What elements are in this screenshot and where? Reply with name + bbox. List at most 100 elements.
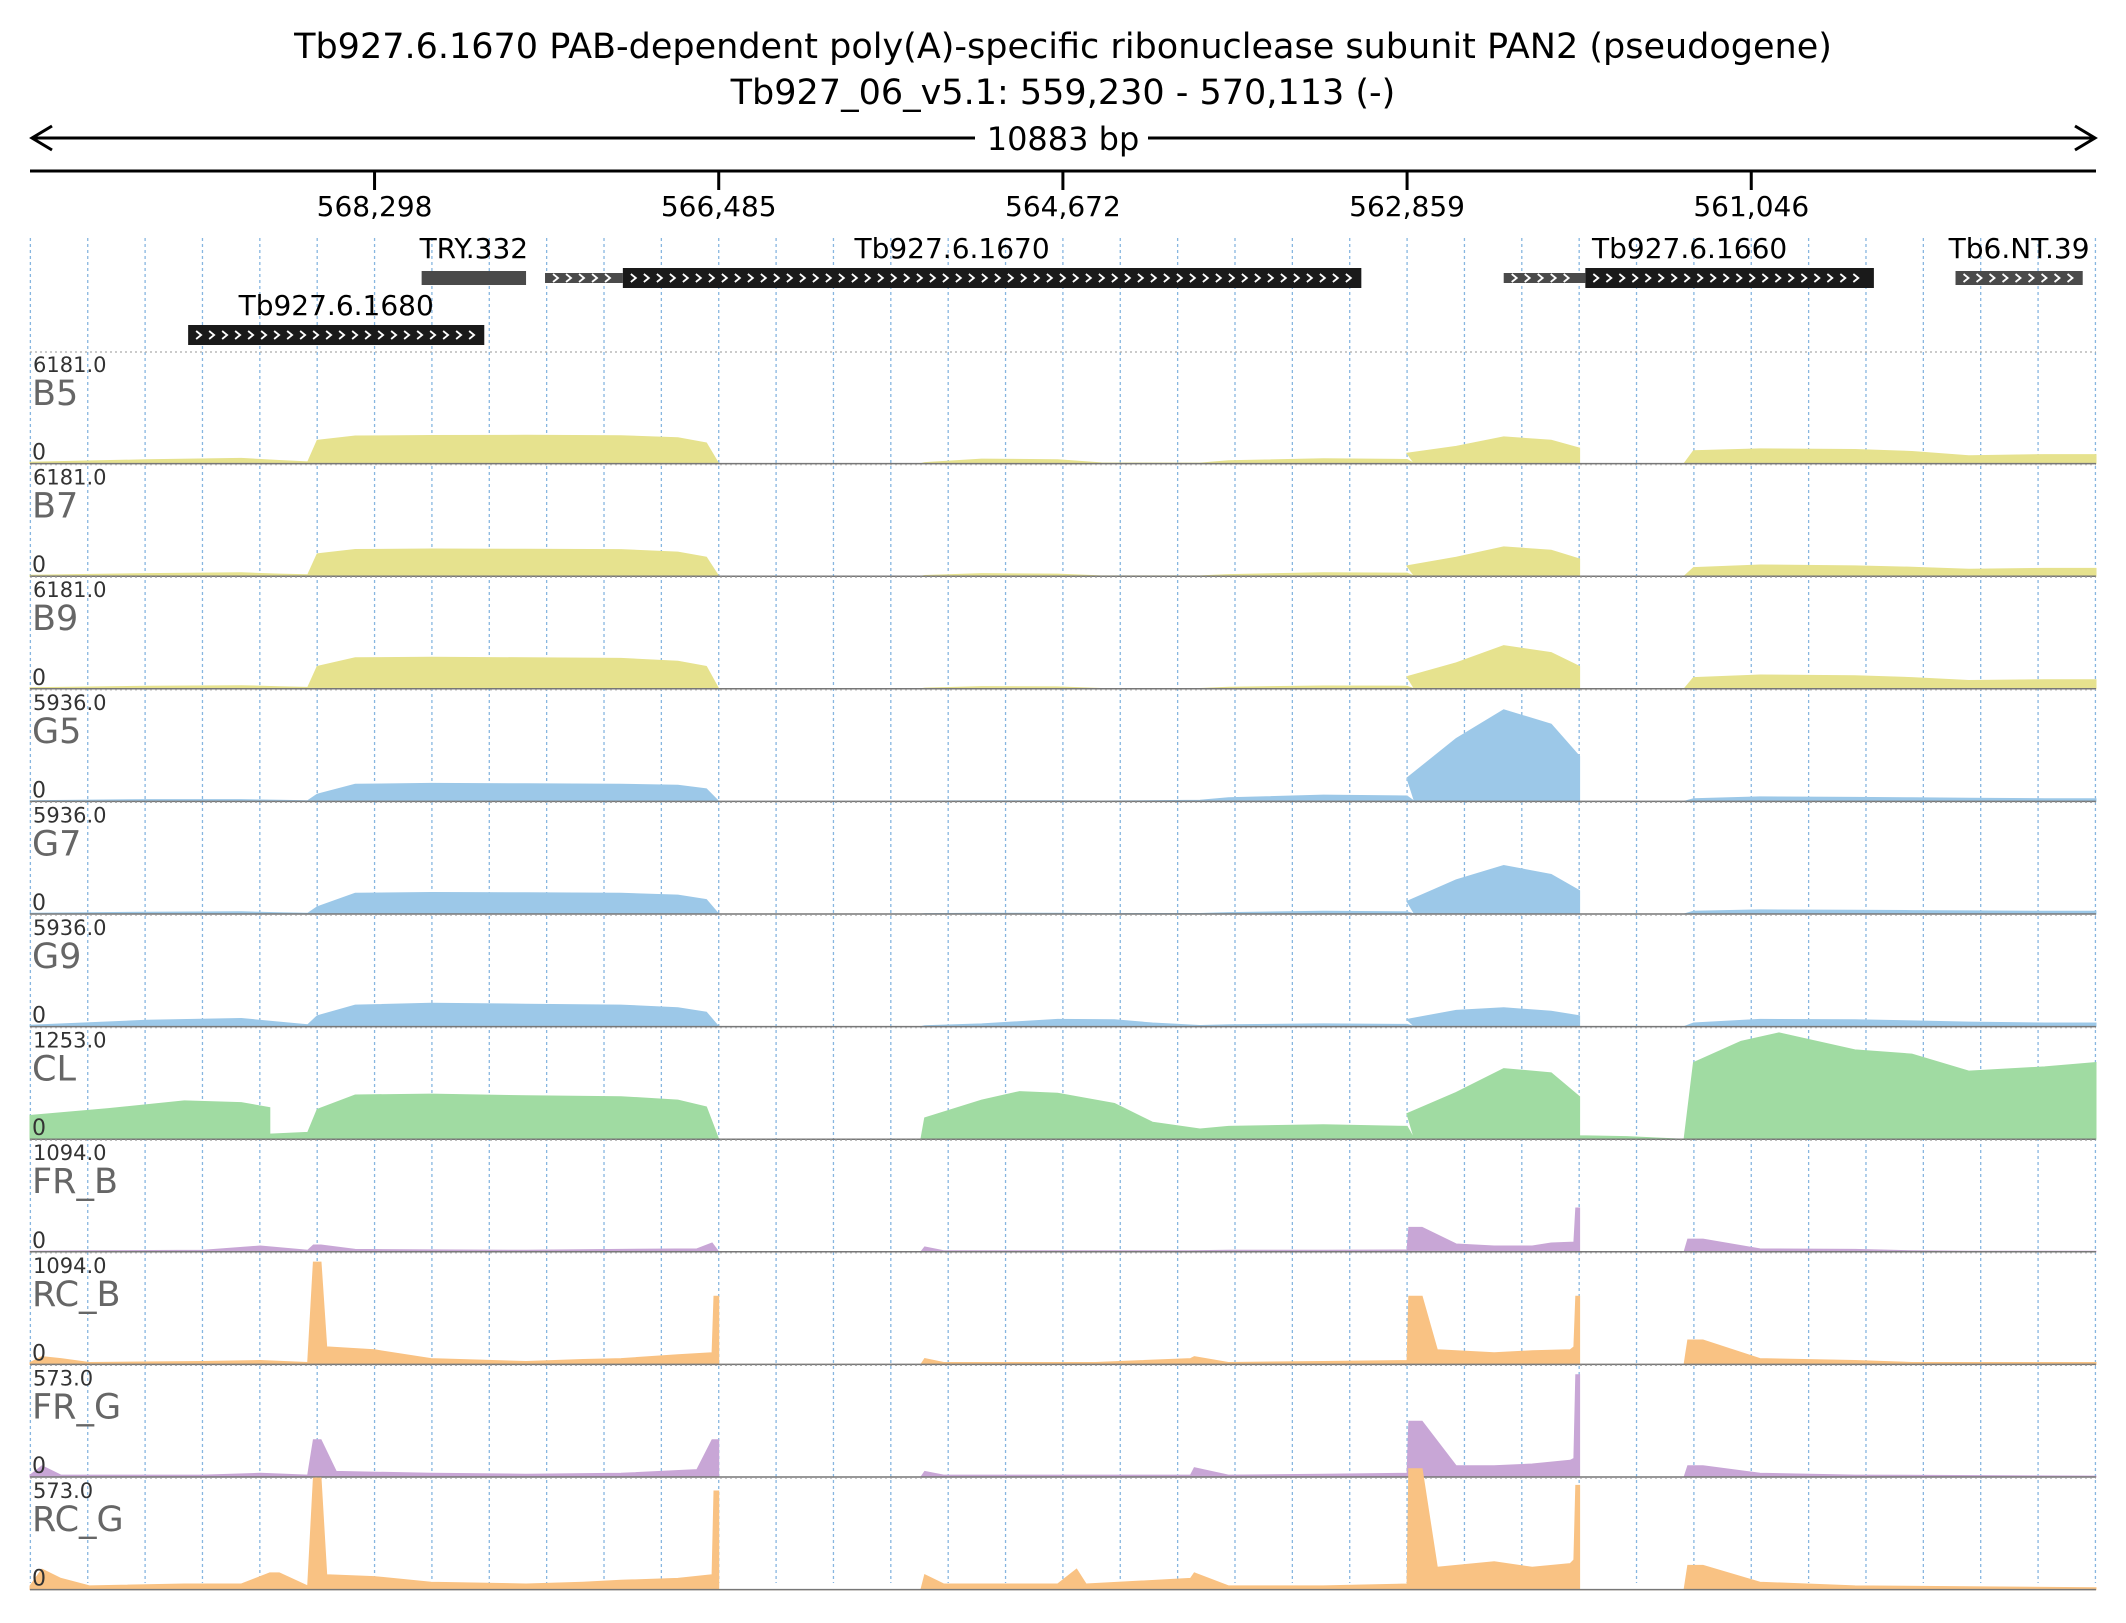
axis-tick-label: 562,859 (1349, 190, 1465, 223)
track-name: FR_G (32, 1387, 121, 1427)
strand-arrow-icon (1293, 273, 1301, 283)
strand-arrow-icon (1007, 273, 1015, 283)
strand-arrow-icon (1202, 273, 1210, 283)
strand-arrow-icon (1215, 273, 1223, 283)
track-zero-label: 0 (32, 553, 46, 578)
strand-arrow-icon (1163, 273, 1171, 283)
gene-annotation-track: TRY.332 Tb927.6.1670 Tb927.6.1660 Tb6.NT.39… (188, 232, 2090, 345)
track-name: RC_B (32, 1275, 121, 1315)
track-max-label: 573.0 (33, 1479, 93, 1503)
track-rc-g: 573.0RC_G 0 (29, 1468, 2097, 1592)
track-max-label: 6181.0 (33, 578, 106, 602)
strand-arrow-icon (1098, 273, 1106, 283)
strand-arrow-icon (234, 330, 242, 340)
strand-arrow-icon (1735, 273, 1743, 283)
strand-arrow-icon (643, 273, 651, 283)
strand-arrow-icon (429, 330, 437, 340)
strand-arrow-icon (1020, 273, 1028, 283)
track-max-label: 1094.0 (33, 1141, 106, 1165)
track-b9: 6181.0B9 0 (29, 576, 2097, 691)
strand-arrow-icon (1111, 273, 1119, 283)
strand-arrow-icon (955, 273, 963, 283)
track-b5: 6181.0B5 0 (29, 351, 2097, 466)
strand-arrow-icon (994, 273, 1002, 283)
track-zero-label: 0 (32, 1004, 46, 1029)
track-g7: 5936.0G7 0 (29, 801, 2097, 916)
figure-title: Tb927.6.1670 PAB-dependent poly(A)-speci… (293, 27, 1832, 67)
strand-arrow-icon (1033, 273, 1041, 283)
strand-arrow-icon (604, 273, 612, 283)
strand-arrow-icon (1319, 273, 1327, 283)
strand-arrow-icon (1189, 273, 1197, 283)
strand-arrow-icon (1511, 273, 1519, 283)
strand-arrow-icon (1988, 273, 1996, 283)
gene-body (622, 268, 1362, 288)
strand-arrow-icon (273, 330, 281, 340)
strand-arrow-icon (351, 330, 359, 340)
coverage-area (29, 864, 2097, 915)
span-arrow-left-icon (29, 124, 53, 152)
strand-arrow-icon (1631, 273, 1639, 283)
strand-arrow-icon (1644, 273, 1652, 283)
strand-arrow-icon (747, 273, 755, 283)
coverage-area (29, 1002, 2097, 1028)
track-zero-label: 0 (32, 1341, 46, 1366)
strand-arrow-icon (799, 273, 807, 283)
track-zero-label: 0 (32, 1454, 46, 1479)
strand-arrow-icon (1774, 273, 1782, 283)
strand-arrow-icon (552, 273, 560, 283)
strand-arrow-icon (929, 273, 937, 283)
track-max-label: 5936.0 (33, 691, 106, 715)
gene-label: Tb927.6.1660 (1591, 232, 1787, 265)
strand-arrow-icon (260, 330, 268, 340)
coverage-area (29, 1032, 2097, 1140)
gene-label: TRY.332 (419, 232, 529, 265)
strand-arrow-icon (208, 330, 216, 340)
strand-arrow-icon (247, 330, 255, 340)
strand-arrow-icon (695, 273, 703, 283)
strand-arrow-icon (825, 273, 833, 283)
track-name: B5 (32, 374, 78, 414)
strand-arrow-icon (1150, 273, 1158, 283)
track-rc-b: 1094.0RC_B 0 (29, 1252, 2097, 1366)
strand-arrow-icon (455, 330, 463, 340)
strand-arrow-icon (221, 330, 229, 340)
track-max-label: 1094.0 (33, 1254, 106, 1278)
axis-tick-label: 564,672 (1005, 190, 1121, 223)
track-name: B9 (32, 599, 78, 639)
strand-arrow-icon (2053, 273, 2061, 283)
strand-arrow-icon (2014, 273, 2022, 283)
strand-arrow-icon (312, 330, 320, 340)
track-zero-label: 0 (32, 1116, 46, 1141)
track-zero-label: 0 (32, 666, 46, 691)
region-location: Tb927_06_v5.1: 559,230 - 570,113 (-) (730, 73, 1396, 113)
strand-arrow-icon (1345, 273, 1353, 283)
strand-arrow-icon (1696, 273, 1704, 283)
strand-arrow-icon (669, 273, 677, 283)
strand-arrow-icon (968, 273, 976, 283)
strand-arrow-icon (299, 330, 307, 340)
strand-arrow-icon (1839, 273, 1847, 283)
strand-arrow-icon (838, 273, 846, 283)
gene-body (188, 325, 485, 345)
strand-arrow-icon (1072, 273, 1080, 283)
track-zero-label: 0 (32, 1229, 46, 1254)
track-max-label: 6181.0 (33, 353, 106, 377)
span-label: 10883 bp (987, 120, 1140, 158)
strand-arrow-icon (286, 330, 294, 340)
span-arrow-right-icon (2074, 124, 2098, 152)
strand-arrow-icon (1800, 273, 1808, 283)
gene-tb927-6-1660: Tb927.6.1660 (1503, 232, 1874, 288)
strand-arrow-icon (1241, 273, 1249, 283)
coordinate-axis: 568,298 566,485 564,672 562,859 561,046 (317, 171, 1809, 223)
strand-arrow-icon (416, 330, 424, 340)
strand-arrow-icon (942, 273, 950, 283)
strand-arrow-icon (2001, 273, 2009, 283)
coverage-area (29, 645, 2097, 690)
strand-arrow-icon (682, 273, 690, 283)
strand-arrow-icon (1709, 273, 1717, 283)
strand-arrow-icon (1563, 273, 1571, 283)
strand-arrow-icon (864, 273, 872, 283)
track-name: G9 (32, 937, 81, 977)
